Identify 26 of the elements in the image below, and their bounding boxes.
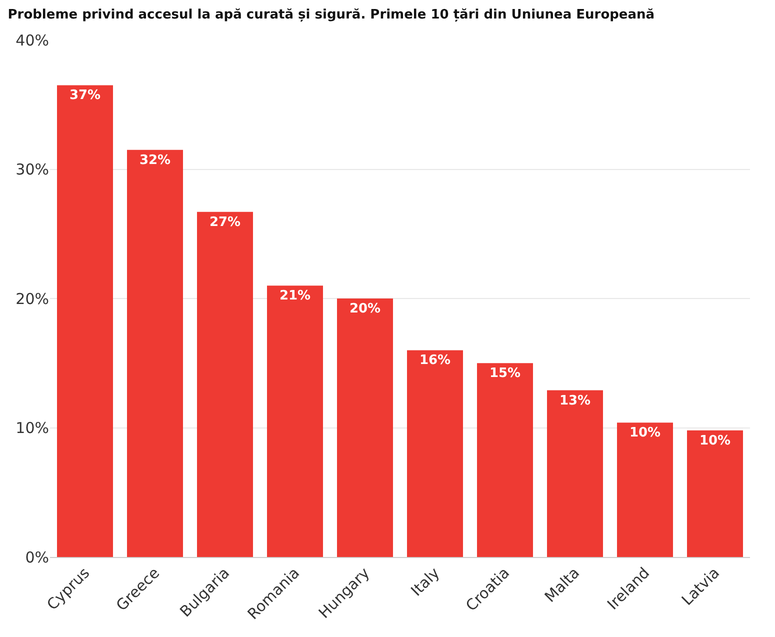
data-label: 16% — [419, 353, 451, 368]
bar — [127, 150, 183, 557]
bar — [267, 286, 323, 557]
bar — [547, 390, 603, 557]
data-label: 21% — [279, 288, 311, 304]
y-tick-label: 30% — [16, 160, 49, 178]
data-label: 20% — [349, 302, 381, 316]
bar — [57, 85, 113, 557]
data-label: 32% — [139, 152, 171, 168]
y-tick-label: 10% — [16, 419, 49, 437]
data-label: 13% — [559, 393, 591, 408]
bar — [407, 350, 463, 557]
bar — [197, 212, 253, 557]
chart-title: Probleme privind accesul la apă curată și sigură. Primele 10 țări din Uniunea Europeană — [8, 8, 655, 23]
y-tick-label: 40% — [16, 31, 49, 50]
bar — [687, 430, 743, 557]
y-tick-label: 20% — [16, 290, 49, 308]
bar — [477, 363, 533, 557]
bar — [337, 298, 393, 557]
data-label: 27% — [209, 214, 241, 230]
bar — [617, 422, 673, 557]
y-tick-label: 0% — [25, 548, 49, 566]
data-label: 15% — [489, 366, 521, 382]
data-label: 10% — [629, 426, 661, 441]
data-label: 37% — [69, 88, 101, 104]
data-label: 10% — [699, 433, 731, 448]
